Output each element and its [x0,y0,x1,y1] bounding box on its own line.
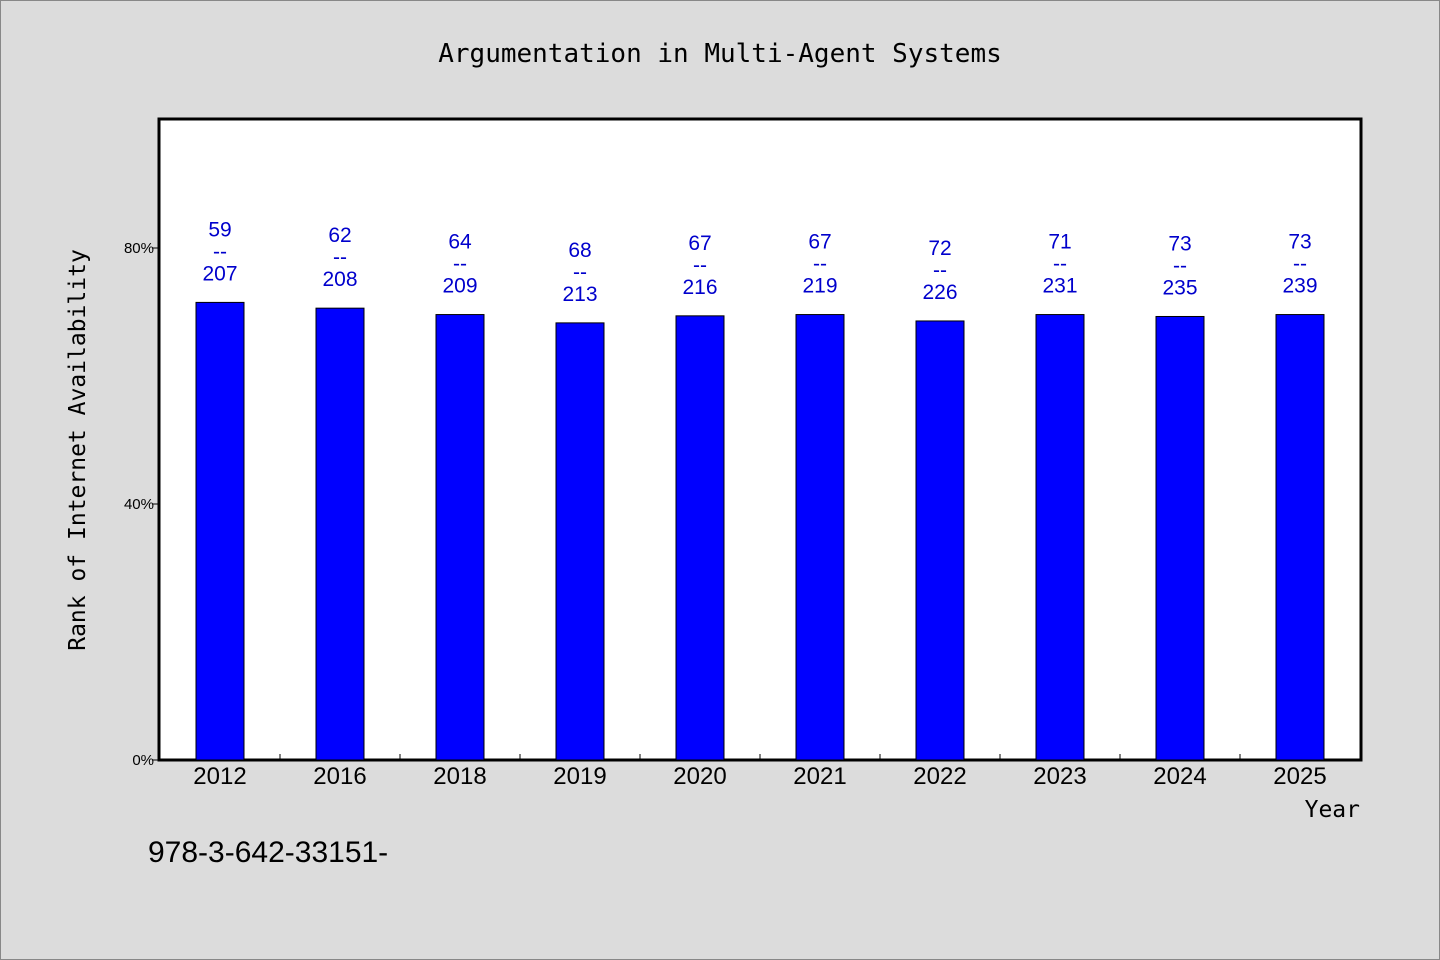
data-label-2024-line2: -- [1173,254,1187,277]
data-label-2016-line2: -- [333,246,347,269]
data-label-2012-line3: 207 [202,262,237,285]
data-label-2021-line1: 67 [808,231,831,254]
x-tick-label-2012: 2012 [193,763,246,790]
bar-2018 [435,314,485,761]
footer-identifier: 978-3-642-33151- [148,836,388,869]
bar-2020 [675,315,725,761]
data-label-2023-line1: 71 [1048,231,1071,254]
bar-2019 [555,322,605,761]
data-label-2025-line2: -- [1293,253,1307,276]
chart-title: Argumentation in Multi-Agent Systems [438,39,1002,69]
x-tick-label-2016: 2016 [313,763,366,790]
data-label-2023-line3: 231 [1042,275,1077,298]
data-label-2012-line2: -- [213,240,227,263]
x-tick-label-2018: 2018 [433,763,486,790]
x-tick-label-2020: 2020 [673,763,726,790]
data-label-2025-line1: 73 [1288,231,1311,254]
y-axis-title: Rank of Internet Availability [65,249,91,651]
data-label-2022-line3: 226 [922,281,957,304]
data-label-2019-line3: 213 [562,283,597,306]
data-label-2023-line2: -- [1053,253,1067,276]
y-tick-label-80: 80% [124,240,154,257]
data-label-2019-line2: -- [573,261,587,284]
data-label-2021-line3: 219 [802,275,837,298]
x-tick-label-2024: 2024 [1153,763,1206,790]
y-tick-label-40: 40% [124,496,154,513]
x-tick-label-2022: 2022 [913,763,966,790]
x-tick-label-2021: 2021 [793,763,846,790]
data-labels-group: 59--20762--20864--20968--21367--21667--2… [202,218,1317,305]
data-label-2016-line3: 208 [322,268,357,291]
bar-2016 [315,307,365,761]
data-label-2012-line1: 59 [208,218,231,241]
y-tick-label-0: 0% [132,752,154,769]
x-tick-label-2025: 2025 [1273,763,1326,790]
data-label-2024-line1: 73 [1168,232,1191,255]
data-label-2022-line1: 72 [928,237,951,260]
bar-2023 [1035,314,1085,761]
bar-2022 [915,320,965,761]
bar-2025 [1275,314,1325,761]
data-label-2016-line1: 62 [328,224,351,247]
data-label-2018-line3: 209 [442,275,477,298]
data-label-2019-line1: 68 [568,239,591,262]
data-label-2025-line3: 239 [1282,275,1317,298]
data-label-2018-line2: -- [453,253,467,276]
x-tick-label-2023: 2023 [1033,763,1086,790]
data-label-2020-line1: 67 [688,232,711,255]
y-axis-ticks: 0% 40% 80% [124,240,160,769]
x-axis-ticks: 2012 2016 2018 2019 2020 2021 2022 2023 2024 2025 [193,754,1327,790]
bars-group [195,301,1325,761]
data-label-2018-line1: 64 [448,231,472,254]
x-tick-label-2019: 2019 [553,763,606,790]
bar-2021 [795,314,845,761]
data-label-2021-line2: -- [813,253,827,276]
data-label-2020-line3: 216 [682,276,717,299]
bar-2024 [1155,315,1205,761]
x-axis-title: Year [1305,797,1360,823]
data-label-2024-line3: 235 [1162,276,1197,299]
data-label-2022-line2: -- [933,259,947,282]
bar-2012 [195,301,245,761]
data-label-2020-line2: -- [693,254,707,277]
